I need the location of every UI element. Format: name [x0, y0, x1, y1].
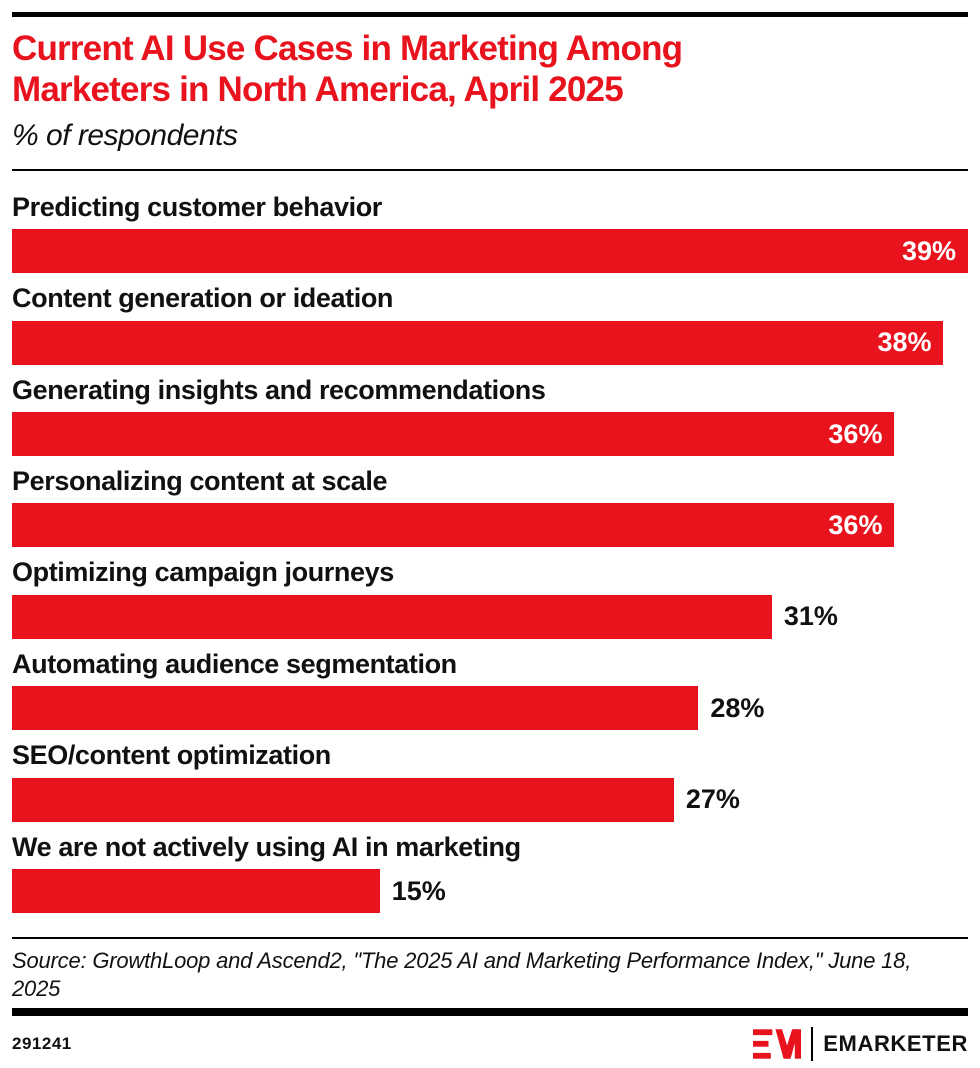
bar-line: 28%: [12, 686, 968, 731]
logo-wordmark: EMARKETER: [823, 1031, 968, 1056]
category-label: We are not actively using AI in marketin…: [12, 831, 521, 862]
category-label: Predicting customer behavior: [12, 191, 382, 222]
bar-line: 27%: [12, 777, 968, 822]
bar-row: SEO/content optimization 27%: [12, 739, 968, 822]
bar-line: 39%: [12, 229, 968, 274]
value-label-inside: 39%: [901, 235, 956, 266]
bar-row: Optimizing campaign journeys 31%: [12, 556, 968, 639]
logo-divider: [811, 1027, 814, 1061]
category-label: Personalizing content at scale: [12, 466, 388, 497]
bar-row: Predicting customer behavior 39%: [12, 191, 968, 274]
value-label-outside: 31%: [783, 601, 838, 632]
bar: 36%: [12, 503, 895, 548]
bar-row: Personalizing content at scale 36%: [12, 465, 968, 548]
value-label-inside: 36%: [828, 509, 883, 540]
category-label: Optimizing campaign journeys: [12, 557, 394, 588]
value-label-inside: 36%: [828, 418, 883, 449]
bar: 38%: [12, 320, 944, 365]
source-divider: [12, 937, 968, 939]
em-monogram-icon: [753, 1029, 802, 1059]
bar-row: Generating insights and recommendations …: [12, 374, 968, 457]
footer-rule: [12, 1008, 968, 1016]
bar-line: 15%: [12, 869, 968, 913]
bar: [12, 686, 699, 731]
bar-rows: Predicting customer behavior 39% Content…: [12, 191, 968, 913]
category-label: SEO/content optimization: [12, 740, 331, 771]
bar-line: 36%: [12, 503, 968, 548]
category-label: Automating audience segmentation: [12, 648, 457, 679]
top-rule: [12, 12, 968, 17]
chart-id: 291241: [12, 1034, 72, 1053]
bar-line: 31%: [12, 594, 968, 639]
chart-title: Current AI Use Cases in Marketing Among …: [12, 29, 683, 109]
value-label-outside: 27%: [685, 784, 740, 815]
category-label: Content generation or ideation: [12, 283, 394, 314]
bar-row: Content generation or ideation 38%: [12, 282, 968, 365]
bar-row: Automating audience segmentation 28%: [12, 648, 968, 731]
chart-subtitle: % of respondents: [12, 118, 238, 152]
chart-page: Current AI Use Cases in Marketing Among …: [0, 12, 980, 1063]
value-label-outside: 28%: [710, 692, 765, 723]
category-label: Generating insights and recommendations: [12, 374, 546, 405]
value-label-inside: 38%: [877, 327, 932, 358]
bar-line: 36%: [12, 412, 968, 457]
footer-bar: 291241 EMARKETER: [12, 1025, 968, 1063]
bar: [12, 594, 772, 639]
bar: [12, 869, 380, 913]
bar: 39%: [12, 229, 968, 274]
bar-line: 38%: [12, 320, 968, 365]
bar: [12, 777, 674, 822]
header-divider: [12, 168, 968, 171]
emarketer-logo: EMARKETER: [753, 1025, 968, 1063]
bar-row: We are not actively using AI in marketin…: [12, 831, 968, 913]
source-text: Source: GrowthLoop and Ascend2, "The 202…: [12, 948, 912, 1001]
value-label-outside: 15%: [391, 875, 446, 906]
bar: 36%: [12, 412, 895, 457]
